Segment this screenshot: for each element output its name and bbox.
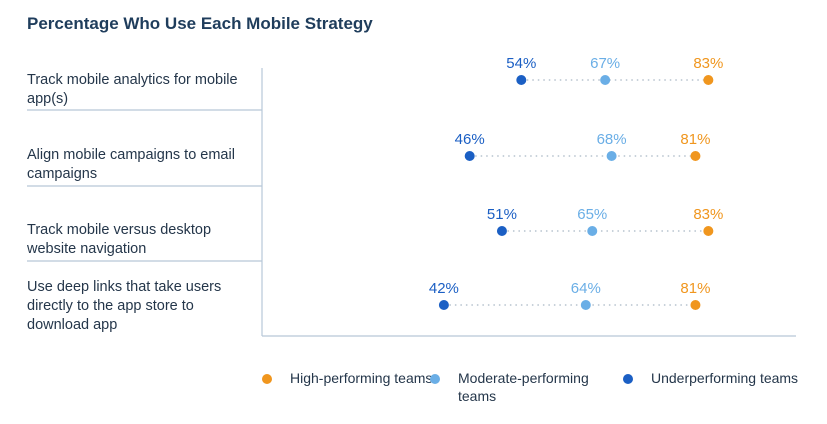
point-moderate-4 xyxy=(580,300,591,310)
point-moderate-3 xyxy=(587,226,598,236)
data-label-moderate-1: 67% xyxy=(590,55,620,72)
point-high-1 xyxy=(703,75,714,85)
data-label-high-1: 83% xyxy=(693,55,723,72)
category-label-3: Track mobile versus desktop website navi… xyxy=(27,222,212,257)
data-label-moderate-4: 64% xyxy=(571,280,601,297)
point-high-4 xyxy=(690,300,701,310)
data-label-under-4: 42% xyxy=(429,280,459,297)
point-under-2 xyxy=(464,151,475,161)
data-label-under-3: 51% xyxy=(487,206,517,223)
legend-dot-high xyxy=(262,374,272,384)
category-label-2: Align mobile campaigns to email campaign… xyxy=(27,147,235,182)
category-label-4: Use deep links that take users directly … xyxy=(27,279,222,333)
data-label-high-4: 81% xyxy=(680,280,710,297)
point-high-3 xyxy=(703,226,714,236)
data-label-moderate-2: 68% xyxy=(597,131,627,148)
legend-label-under: Underperforming teams xyxy=(651,370,799,386)
point-moderate-1 xyxy=(600,75,611,85)
legend-label-moderate: Moderate-performing teams xyxy=(458,370,589,404)
legend-dot-moderate xyxy=(430,374,440,384)
chart-title: Percentage Who Use Each Mobile Strategy xyxy=(27,14,373,33)
category-label-1: Track mobile analytics for mobile app(s) xyxy=(27,72,238,107)
data-label-moderate-3: 65% xyxy=(577,206,607,223)
data-label-under-2: 46% xyxy=(455,131,485,148)
point-under-4 xyxy=(438,300,449,310)
data-label-high-2: 81% xyxy=(680,131,710,148)
legend-dot-under xyxy=(623,374,633,384)
data-label-under-1: 54% xyxy=(506,55,536,72)
data-label-high-3: 83% xyxy=(693,206,723,223)
point-high-2 xyxy=(690,151,701,161)
point-moderate-2 xyxy=(606,151,617,161)
legend-label-high: High-performing teams xyxy=(290,370,433,386)
point-under-3 xyxy=(496,226,507,236)
point-under-1 xyxy=(516,75,527,85)
